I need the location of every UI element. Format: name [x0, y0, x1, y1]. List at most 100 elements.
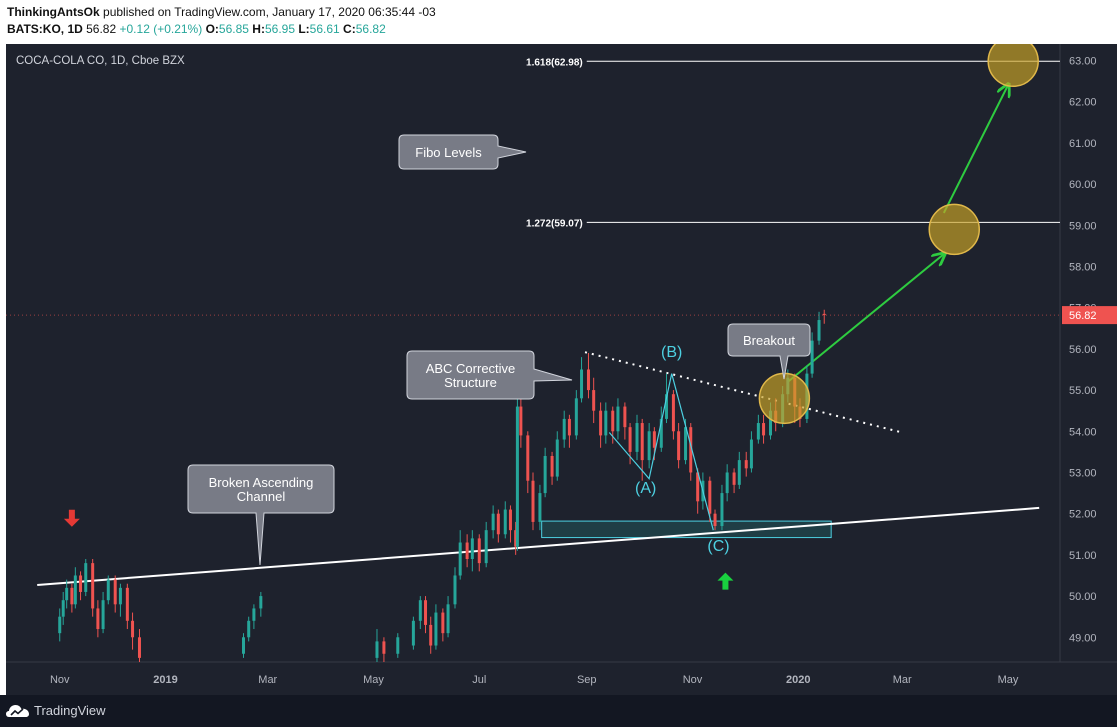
- candle-body: [713, 513, 717, 527]
- x-tick-label: Mar: [258, 674, 277, 686]
- candle-body: [91, 563, 95, 609]
- candle-body: [247, 620, 251, 638]
- candle-body: [689, 427, 693, 473]
- x-tick-label: Sep: [577, 674, 597, 686]
- resistance-trendline: [584, 351, 903, 434]
- candle-body: [465, 542, 469, 559]
- callout-breakout[interactable]: Breakout: [727, 323, 811, 380]
- candle-body: [58, 616, 62, 634]
- tradingview-logo-icon[interactable]: [6, 703, 30, 719]
- candle-body: [737, 460, 741, 485]
- candle-body: [382, 641, 386, 654]
- y-tick-label: 52.00: [1069, 509, 1097, 521]
- y-tick-label: 55.00: [1069, 385, 1097, 397]
- candle-body: [514, 530, 518, 547]
- ohlc-info: BATS:KO, 1D 56.82 +0.12 (+0.21%) O:56.85…: [7, 22, 386, 36]
- candle-body: [106, 579, 110, 601]
- candle-body: [484, 530, 488, 564]
- candle-body: [241, 637, 245, 654]
- candle-body: [732, 472, 736, 485]
- y-tick-label: 61.00: [1069, 138, 1097, 150]
- callout-text: ABC Corrective: [426, 361, 516, 376]
- candle-body: [259, 596, 263, 609]
- callout-text: Channel: [237, 489, 286, 504]
- footer-brand[interactable]: TradingView: [34, 703, 106, 718]
- candle-body: [125, 587, 129, 621]
- chart-area[interactable]: 1.618(62.98) 1.272(59.07) (A) (B) (C) Fibo …: [6, 44, 1117, 695]
- candle-body: [696, 472, 700, 502]
- target-circle-2: [987, 44, 1039, 88]
- x-tick-label: Mar: [893, 674, 912, 686]
- candle-body: [508, 509, 512, 531]
- candle-body: [720, 493, 724, 527]
- buy-arrow: [717, 572, 734, 590]
- x-tick-label: Jul: [472, 674, 486, 686]
- chart-header: ThinkingAntsOk published on TradingView.…: [0, 0, 1117, 44]
- candle-body: [756, 423, 760, 440]
- x-tick-label: May: [363, 674, 384, 686]
- y-tick-label: 62.00: [1069, 97, 1097, 109]
- candle-body: [411, 620, 415, 646]
- candle-body: [496, 513, 500, 535]
- x-tick-label: Nov: [50, 674, 70, 686]
- low-value: 56.61: [309, 22, 340, 36]
- callout-fibo-levels[interactable]: Fibo Levels: [398, 134, 527, 170]
- candle-body: [562, 418, 566, 440]
- callout-text: Fibo Levels: [415, 145, 482, 160]
- candle-body: [555, 439, 559, 477]
- sell-arrow: [63, 509, 80, 527]
- candle-body: [574, 398, 578, 436]
- candle-body: [822, 313, 826, 316]
- publish-info: ThinkingAntsOk published on TradingView.…: [7, 5, 436, 19]
- last-price: 56.82: [86, 22, 117, 36]
- candle-body: [599, 410, 603, 436]
- candle-body: [762, 423, 766, 436]
- candle-body: [623, 406, 627, 428]
- candle-body: [131, 620, 135, 638]
- candle-body: [664, 394, 668, 419]
- x-tick-label: Nov: [683, 674, 703, 686]
- candle-body: [375, 641, 379, 658]
- candle-body: [567, 418, 571, 436]
- change-value: +0.12 (+0.21%): [119, 22, 203, 36]
- candle-body: [611, 410, 615, 432]
- channel-line: [37, 506, 1040, 586]
- high-label: H:: [252, 22, 265, 36]
- author-name[interactable]: ThinkingAntsOk: [7, 5, 100, 19]
- y-tick-label: 59.00: [1069, 220, 1097, 232]
- wave-a-label: (A): [635, 480, 656, 497]
- candle-body: [96, 608, 100, 630]
- y-tick-label: 54.00: [1069, 426, 1097, 438]
- candle-body: [538, 493, 542, 522]
- candle-body: [252, 608, 256, 621]
- candle-body: [640, 423, 644, 461]
- y-tick-label: 56.00: [1069, 344, 1097, 356]
- callout-bubble: [187, 464, 335, 566]
- x-tick-label: May: [998, 674, 1019, 686]
- candle-body: [418, 600, 422, 621]
- candle-body: [628, 427, 632, 452]
- callout-text: Breakout: [743, 333, 795, 348]
- price-chart[interactable]: 1.618(62.98) 1.272(59.07) (A) (B) (C) Fibo …: [6, 44, 1117, 695]
- candle-body: [429, 624, 433, 646]
- candle-body: [446, 604, 450, 634]
- candle-body: [84, 563, 88, 592]
- last-price-tag: [1062, 306, 1117, 325]
- y-tick-label: 53.00: [1069, 467, 1097, 479]
- candle-body: [817, 320, 821, 341]
- chart-title: COCA-COLA CO, 1D, Cboe BZX: [16, 55, 185, 67]
- candle-body: [671, 394, 675, 432]
- y-tick-label: 49.00: [1069, 632, 1097, 644]
- candle-body: [79, 575, 83, 592]
- wave-c-label: (C): [707, 538, 729, 555]
- candle-body: [470, 538, 474, 559]
- low-label: L:: [298, 22, 310, 36]
- open-value: 56.85: [218, 22, 249, 36]
- y-tick-label: 60.00: [1069, 179, 1097, 191]
- candle-body: [526, 435, 530, 481]
- last-price-tag-label: 56.82: [1069, 310, 1097, 322]
- candle-body: [543, 456, 547, 494]
- candle-body: [118, 587, 122, 605]
